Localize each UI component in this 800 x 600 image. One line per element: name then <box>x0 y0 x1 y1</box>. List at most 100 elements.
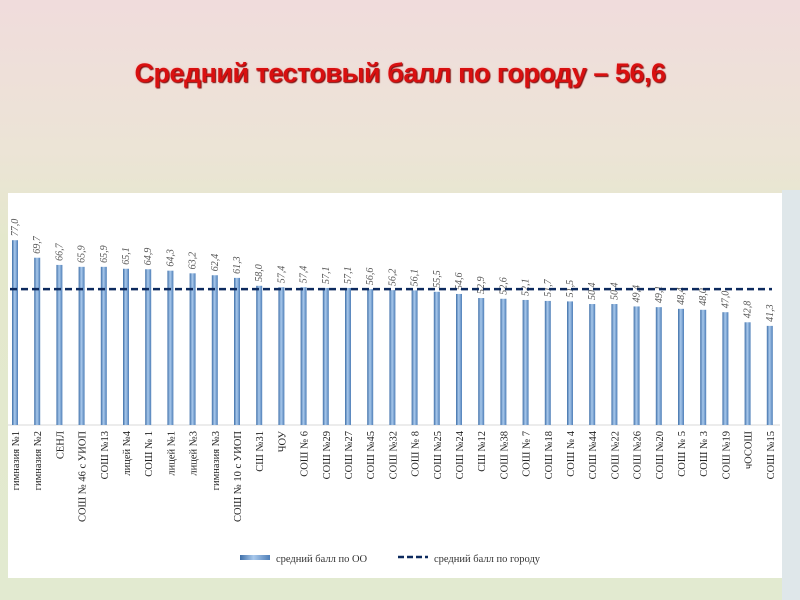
bar <box>100 266 107 425</box>
value-label: 55,5 <box>432 270 443 288</box>
bar <box>744 322 751 425</box>
category-label: лицей №4 <box>122 430 133 475</box>
value-label: 64,3 <box>165 249 176 267</box>
value-label: 77,0 <box>10 219 21 237</box>
value-label: 65,1 <box>121 247 132 265</box>
bar <box>167 270 174 425</box>
bar <box>256 285 263 425</box>
category-label: гимназия №3 <box>211 431 222 490</box>
category-label: СОШ №15 <box>766 431 777 479</box>
value-label: 62,4 <box>210 254 221 272</box>
category-label: СШ №31 <box>255 431 266 472</box>
value-label: 49,1 <box>654 286 665 304</box>
bar <box>611 304 618 425</box>
value-label: 69,7 <box>32 235 43 254</box>
category-label: чОСОШ <box>744 431 755 470</box>
bar <box>411 290 418 425</box>
bar <box>300 287 307 425</box>
value-label: 58,0 <box>254 264 265 282</box>
bar <box>655 307 662 425</box>
category-label: СОШ № 8 <box>411 431 422 477</box>
category-label: СОШ № 5 <box>677 431 688 477</box>
category-label: СОШ №44 <box>588 430 599 479</box>
bar <box>145 269 152 425</box>
bar <box>700 309 707 425</box>
value-label: 41,3 <box>765 304 776 322</box>
category-label: СОШ №32 <box>388 431 399 479</box>
category-label: СОШ № 3 <box>699 431 710 477</box>
category-label: СОШ № 10 с УИОП <box>233 431 244 522</box>
value-label: 52,6 <box>498 277 509 295</box>
value-label: 61,3 <box>232 256 243 274</box>
value-label: 54,6 <box>454 272 465 290</box>
slide-title: Средний тестовый балл по городу – 56,6 <box>134 58 666 88</box>
value-label: 64,9 <box>143 248 154 266</box>
legend-label: средний балл по городу <box>434 554 541 565</box>
value-label: 51,5 <box>565 280 576 298</box>
bar <box>389 290 396 425</box>
value-label: 48,4 <box>676 287 687 305</box>
category-label: СОШ №24 <box>455 430 466 479</box>
bar <box>234 277 240 425</box>
bar <box>12 240 18 425</box>
decorative-band <box>782 190 800 600</box>
bar <box>544 300 551 425</box>
bar <box>522 299 529 425</box>
bar <box>278 287 285 425</box>
category-label: СОШ №25 <box>433 431 444 479</box>
value-label: 42,8 <box>743 301 754 319</box>
bar <box>478 298 485 425</box>
bar <box>678 308 684 425</box>
category-label: СОШ №22 <box>610 431 621 479</box>
value-label: 63,2 <box>188 252 199 270</box>
category-label: лицей №3 <box>189 431 200 476</box>
value-label: 57,1 <box>343 266 354 284</box>
value-label: 57,4 <box>299 266 310 284</box>
bar <box>322 287 329 425</box>
value-label: 66,7 <box>54 242 65 261</box>
bar <box>367 289 374 425</box>
category-label: СЕНЛ <box>55 431 66 459</box>
category-label: СОШ №38 <box>499 431 510 479</box>
category-label: СШ №12 <box>477 431 488 472</box>
value-label: 51,7 <box>543 278 554 297</box>
value-label: 57,4 <box>276 266 287 284</box>
bar <box>766 325 773 425</box>
bar <box>56 264 63 425</box>
category-label: СОШ №13 <box>100 431 111 479</box>
category-label: гимназия №2 <box>33 431 44 490</box>
category-label: СОШ № 4 <box>566 430 577 476</box>
bar <box>123 268 129 425</box>
bar <box>78 266 85 425</box>
category-label: ЧОУ <box>277 430 288 452</box>
value-label: 50,4 <box>587 283 598 301</box>
value-label: 65,9 <box>77 245 88 263</box>
value-label: 49,4 <box>632 285 643 303</box>
category-label: СОШ №45 <box>366 431 377 479</box>
value-label: 52,1 <box>521 278 532 296</box>
value-label: 48,0 <box>698 288 709 306</box>
bar <box>633 306 640 425</box>
value-label: 50,4 <box>609 283 620 301</box>
legend-label: средний балл по ОО <box>276 554 368 565</box>
value-label: 65,9 <box>99 245 110 263</box>
bar <box>34 257 41 425</box>
bar <box>500 298 507 425</box>
bar <box>189 273 196 425</box>
category-label: СОШ №18 <box>544 431 555 479</box>
bar <box>589 304 596 425</box>
category-label: гимназия №1 <box>11 431 22 490</box>
bar <box>567 301 573 425</box>
category-label: СОШ №19 <box>721 431 732 479</box>
category-label: лицей №1 <box>166 431 177 476</box>
value-label: 47,0 <box>720 291 731 309</box>
value-label: 56,1 <box>410 269 421 287</box>
category-label: СОШ № 6 <box>300 431 311 477</box>
value-label: 52,9 <box>476 277 487 295</box>
category-label: СОШ № 46 с УИОП <box>78 431 89 522</box>
bar <box>456 293 462 425</box>
value-label: 56,6 <box>365 268 376 286</box>
category-label: СОШ № 7 <box>522 431 533 477</box>
bar <box>722 312 729 425</box>
